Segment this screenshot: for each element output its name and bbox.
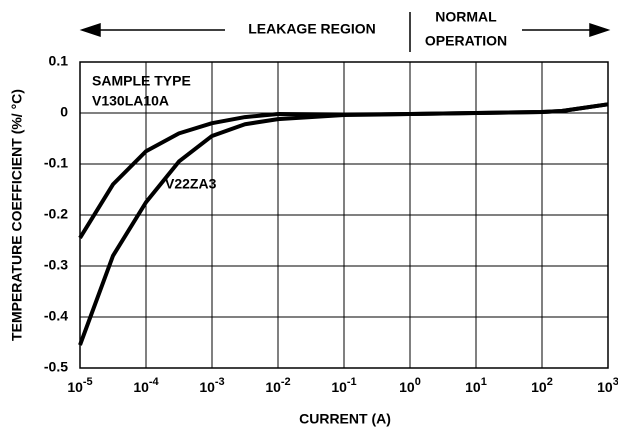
x-tick-label: 10-3 [199, 376, 224, 395]
header-left: LEAKAGE REGION [248, 21, 376, 37]
series-label: V22ZA3 [165, 176, 217, 192]
x-tick-label: 10-2 [265, 376, 290, 395]
series-line [78, 102, 609, 346]
x-tick-label: 10-5 [67, 376, 92, 395]
y-tick-label: 0 [60, 104, 68, 120]
y-tick-label: -0.4 [44, 308, 68, 324]
y-tick-label: -0.5 [44, 359, 68, 375]
x-tick-label: 101 [465, 376, 487, 395]
x-tick-label: 10-4 [133, 376, 159, 395]
x-tick-label: 103 [597, 376, 618, 395]
x-axis-label: CURRENT (A) [299, 411, 391, 427]
series-label: V130LA10A [92, 93, 169, 109]
y-axis-label: TEMPERATURE COEFFICIENT (%/ °C) [9, 89, 25, 341]
y-tick-label: 0.1 [49, 53, 69, 69]
legend-title: SAMPLE TYPE [92, 73, 191, 89]
header-right: OPERATION [425, 33, 507, 49]
y-tick-label: -0.1 [44, 155, 68, 171]
y-tick-label: -0.2 [44, 206, 68, 222]
x-tick-label: 10-1 [331, 376, 356, 395]
x-tick-label: 100 [399, 376, 421, 395]
header-arrows [79, 12, 611, 52]
y-tick-label: -0.3 [44, 257, 68, 273]
header-right: NORMAL [435, 9, 497, 25]
x-tick-label: 102 [531, 376, 553, 395]
